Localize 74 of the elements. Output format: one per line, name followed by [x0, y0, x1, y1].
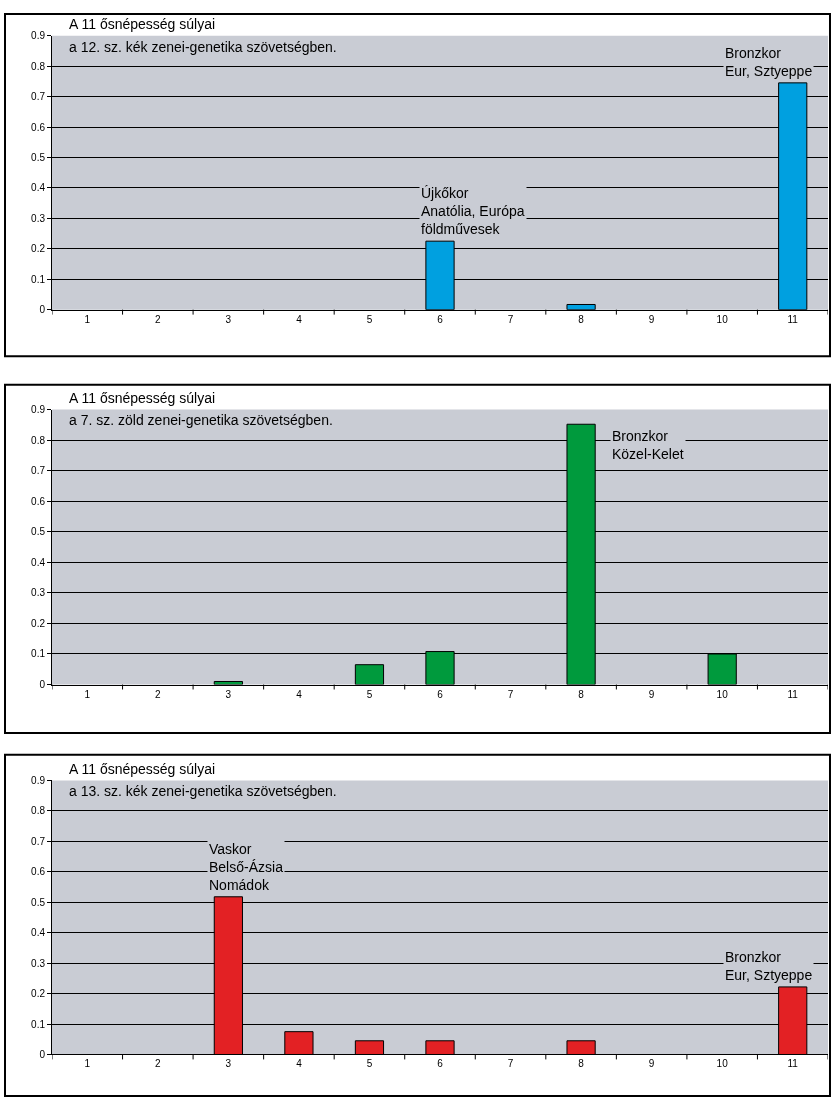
- x-tick-label: 2: [155, 688, 162, 700]
- x-tick-label: 1: [84, 313, 91, 325]
- y-tick-label: 0.4: [31, 927, 46, 939]
- annotation: Bronzkor Közel-Kelet: [612, 428, 684, 463]
- y-tick-label: 0.6: [31, 495, 46, 507]
- x-tick-label: 10: [716, 1058, 729, 1070]
- x-tick-label: 11: [787, 313, 799, 325]
- y-tick-label: 0.8: [31, 60, 46, 72]
- y-tick-label: 0.7: [31, 91, 46, 103]
- y-tick-label: 0: [39, 1048, 46, 1060]
- y-tick-label: 0.2: [31, 617, 46, 629]
- y-tick-label: 0.1: [31, 648, 46, 660]
- chart-title: A 11 ősnépesség súlyai: [69, 761, 216, 777]
- x-tick-label: 7: [507, 1058, 514, 1070]
- x-tick-label: 5: [366, 313, 373, 325]
- x-tick-label: 3: [225, 688, 232, 700]
- chart-subtitle: a 12. sz. kék zenei-genetika szövetségben.: [69, 39, 337, 55]
- y-tick-label: 0.1: [31, 1018, 46, 1030]
- annotation: Újkőkor Anatólia, Európa földművesek: [421, 185, 525, 238]
- y-tick-label: 0.7: [31, 835, 46, 847]
- x-tick-label: 8: [578, 313, 585, 325]
- x-tick-label: 7: [507, 688, 514, 700]
- x-tick-label: 6: [437, 313, 444, 325]
- y-tick-label: 0.3: [31, 212, 46, 224]
- chart-title: A 11 ősnépesség súlyai: [69, 390, 216, 406]
- annotation: Bronzkor Eur, Sztyeppe: [725, 45, 813, 80]
- y-tick-label: 0.8: [31, 805, 46, 817]
- y-tick-label: 0.3: [31, 587, 46, 599]
- x-tick-label: 9: [648, 313, 655, 325]
- y-tick-label: 0.6: [31, 121, 46, 133]
- x-tick-label: 7: [507, 313, 514, 325]
- x-tick-label: 9: [648, 688, 655, 700]
- x-tick-label: 11: [787, 1058, 799, 1070]
- x-tick-label: 1: [84, 1058, 91, 1070]
- x-tick-label: 8: [578, 688, 585, 700]
- y-tick-label: 0.6: [31, 866, 46, 878]
- y-tick-label: 0.5: [31, 896, 46, 908]
- x-tick-label: 2: [155, 313, 162, 325]
- y-tick-label: 0.3: [31, 957, 46, 969]
- x-tick-label: 9: [648, 1058, 655, 1070]
- y-tick-label: 0.9: [31, 404, 46, 416]
- y-tick-label: 0.8: [31, 434, 46, 446]
- y-tick-label: 0.9: [31, 30, 46, 42]
- chart-subtitle: a 7. sz. zöld zenei-genetika szövetségben.: [69, 412, 333, 428]
- y-tick-label: 0.2: [31, 243, 46, 255]
- x-tick-label: 3: [225, 1058, 232, 1070]
- y-tick-label: 0: [39, 304, 46, 316]
- chart-title: A 11 ősnépesség súlyai: [69, 16, 216, 32]
- chart-subtitle: a 13. sz. kék zenei-genetika szövetségben.: [69, 783, 337, 799]
- y-tick-label: 0.5: [31, 151, 46, 163]
- y-tick-label: 0.5: [31, 526, 46, 538]
- x-tick-label: 6: [437, 1058, 444, 1070]
- x-tick-label: 6: [437, 688, 444, 700]
- x-tick-label: 4: [296, 313, 303, 325]
- x-tick-label: 4: [296, 1058, 303, 1070]
- y-tick-label: 0.9: [31, 775, 46, 786]
- x-tick-label: 2: [155, 1058, 162, 1070]
- x-tick-label: 5: [366, 1058, 373, 1070]
- y-tick-label: 0.2: [31, 988, 46, 1000]
- x-tick-label: 10: [716, 688, 729, 700]
- annotation: Vaskor Belső-Ázsia Nomádok: [209, 841, 284, 894]
- y-tick-label: 0: [39, 679, 46, 691]
- y-tick-label: 0.1: [31, 273, 46, 285]
- y-tick-label: 0.7: [31, 465, 46, 477]
- x-tick-label: 1: [84, 688, 91, 700]
- x-tick-label: 11: [787, 688, 799, 700]
- x-tick-label: 10: [716, 313, 729, 325]
- y-tick-label: 0.4: [31, 556, 46, 568]
- x-tick-label: 5: [366, 688, 373, 700]
- x-tick-label: 3: [225, 313, 232, 325]
- x-tick-label: 8: [578, 1058, 585, 1070]
- y-tick-label: 0.4: [31, 182, 46, 194]
- x-tick-label: 4: [296, 688, 303, 700]
- annotation: Bronzkor Eur, Sztyeppe: [725, 949, 813, 984]
